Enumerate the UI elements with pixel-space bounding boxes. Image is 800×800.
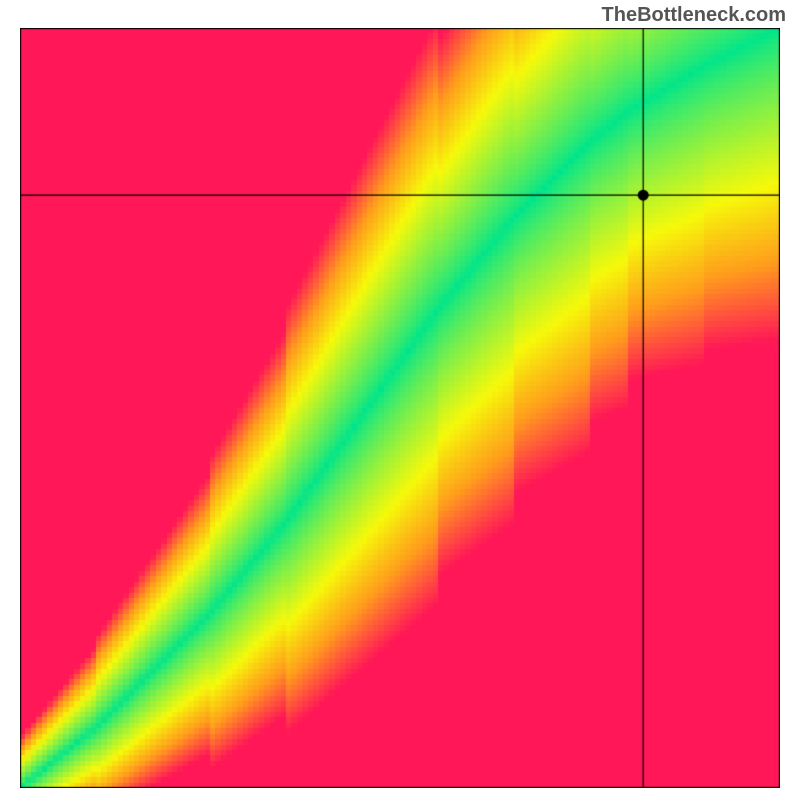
watermark-text: TheBottleneck.com bbox=[602, 4, 786, 27]
bottleneck-heatmap bbox=[20, 28, 780, 788]
